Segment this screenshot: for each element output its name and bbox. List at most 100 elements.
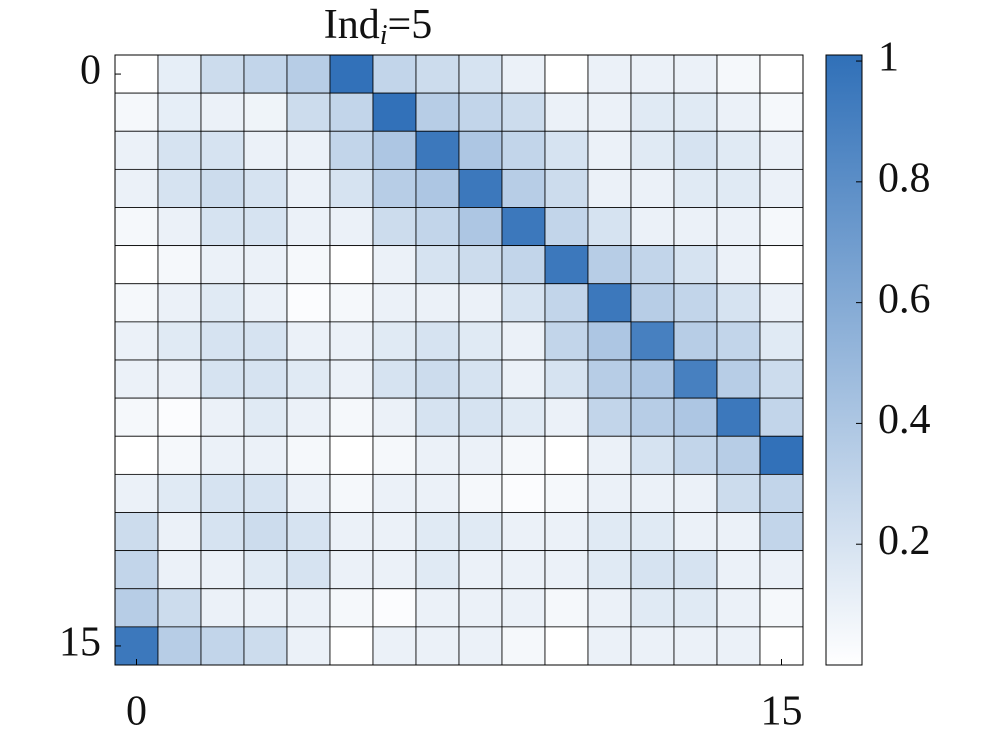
heatmap-cell [157,359,202,399]
heatmap-cell [587,92,632,132]
heatmap-cell [501,321,546,361]
heatmap-cell [544,626,589,666]
heatmap-cell [329,245,374,285]
heatmap-cell [673,130,718,170]
heatmap-cell [415,283,460,323]
heatmap-cell [673,626,718,666]
heatmap-cell [673,283,718,323]
heatmap-cell [587,245,632,285]
heatmap-cell [114,92,159,132]
heatmap-cell [759,359,804,399]
heatmap-cell [286,92,331,132]
heatmap-cell [200,283,245,323]
heatmap-cell [243,92,288,132]
heatmap-cell [630,512,675,552]
heatmap-cell [501,512,546,552]
title-subscript: i [380,20,388,51]
heatmap-cell [329,397,374,437]
heatmap-cell [243,550,288,590]
heatmap-cell [372,245,417,285]
heatmap-cell [157,588,202,628]
colorbar [825,54,863,666]
heatmap-cell [243,283,288,323]
heatmap-cell [243,54,288,94]
heatmap-cell [200,54,245,94]
heatmap-cell [415,626,460,666]
heatmap-cell [501,207,546,247]
heatmap-cell [544,359,589,399]
heatmap-cell [329,435,374,475]
heatmap-cell [630,283,675,323]
heatmap-cell [243,168,288,208]
heatmap-cell [673,359,718,399]
heatmap-cell [329,359,374,399]
heatmap-cell [415,550,460,590]
heatmap-cell [673,512,718,552]
heatmap-cell [329,168,374,208]
heatmap-cell [329,512,374,552]
heatmap-cell [114,283,159,323]
heatmap-cell [501,359,546,399]
heatmap-cell [286,626,331,666]
heatmap-cell [200,359,245,399]
heatmap-cell [544,283,589,323]
heatmap-cell [286,397,331,437]
heatmap-cell [200,207,245,247]
heatmap-cell [114,130,159,170]
heatmap-cell [458,435,503,475]
heatmap-cell [415,54,460,94]
heatmap-cell [286,550,331,590]
heatmap-cell [243,321,288,361]
heatmap-cell [759,473,804,513]
heatmap-cell [587,626,632,666]
heatmap-cell [673,435,718,475]
heatmap-cell [157,92,202,132]
heatmap-cell [372,397,417,437]
heatmap-cell [458,130,503,170]
heatmap-cell [458,245,503,285]
heatmap-cell [329,207,374,247]
heatmap-cell [759,54,804,94]
heatmap-cell [286,168,331,208]
heatmap-cell [587,512,632,552]
heatmap-cell [286,512,331,552]
heatmap-cell [286,207,331,247]
heatmap-cell [716,359,761,399]
heatmap-cell [458,321,503,361]
heatmap-cell [544,321,589,361]
heatmap-cell [114,512,159,552]
heatmap-cell [673,550,718,590]
heatmap-cell [286,435,331,475]
heatmap-cell [372,550,417,590]
heatmap-cell [544,130,589,170]
x-tick-label: 0 [126,689,147,735]
heatmap-cell [114,550,159,590]
heatmap-cell [458,626,503,666]
heatmap-cell [372,168,417,208]
heatmap-cell [544,588,589,628]
heatmap-cell [243,473,288,513]
heatmap-cell [630,92,675,132]
heatmap-cell [630,168,675,208]
heatmap-cell [372,626,417,666]
heatmap-cell [501,397,546,437]
heatmap-cell [630,130,675,170]
heatmap-cell [372,54,417,94]
heatmap-cell [458,512,503,552]
heatmap-cell [415,359,460,399]
heatmap-cell [630,397,675,437]
colorbar-tick-label: 1 [878,35,899,81]
title-base: Ind [324,2,380,48]
heatmap-cell [759,321,804,361]
heatmap-cell [372,207,417,247]
heatmap-cell [372,321,417,361]
heatmap-cell [587,283,632,323]
heatmap-cell [243,435,288,475]
heatmap-cell [630,359,675,399]
heatmap-cell [200,588,245,628]
heatmap-cell [716,473,761,513]
heatmap-cell [759,130,804,170]
heatmap-cell [372,130,417,170]
heatmap-cell [587,435,632,475]
